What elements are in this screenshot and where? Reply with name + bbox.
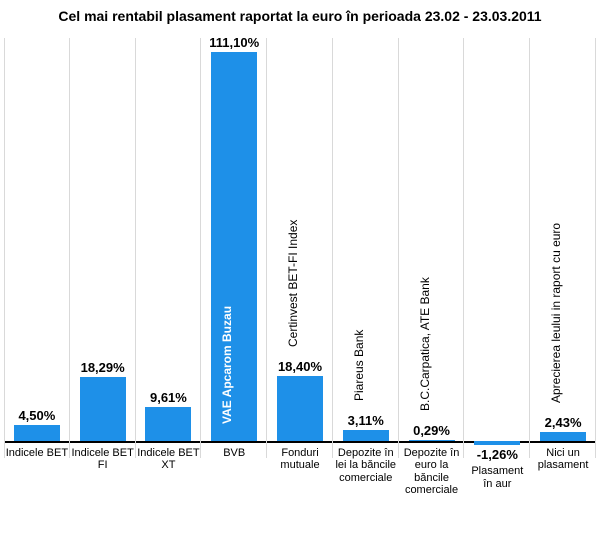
series-label: Aprecierea leului in raport cu euro	[549, 223, 563, 403]
x-axis-label: Depozite în lei la băncile comerciale	[333, 447, 399, 485]
bar	[474, 441, 520, 445]
chart-column: 3,11%Depozite în lei la băncile comercia…	[333, 38, 399, 458]
x-axis-label: Indicele BET XT	[136, 447, 202, 472]
series-label: B.C.Carpatica, ATE Bank	[418, 277, 432, 411]
value-label: 2,43%	[530, 415, 596, 430]
column-divider	[595, 38, 596, 458]
value-label: 18,40%	[267, 359, 333, 374]
bar	[277, 376, 323, 440]
x-axis-label: Indicele BET	[4, 447, 70, 460]
bar	[14, 425, 60, 441]
chart-column: 2,43%Nici un plasamentAprecierea leului …	[530, 38, 596, 458]
x-axis-label: BVB	[201, 447, 267, 460]
series-label: VAE Apcarom Buzau	[220, 305, 234, 423]
chart-column: 4,50% Indicele BET	[4, 38, 70, 458]
x-axis-label: Nici un plasament	[530, 447, 596, 472]
value-label: 0,29%	[399, 423, 465, 438]
chart-column: 0,29%Depozite în euro la băncile comerci…	[399, 38, 465, 458]
chart-plot: 4,50% Indicele BET18,29%Indicele BET FI9,…	[4, 38, 596, 458]
chart-column: 9,61%Indicele BET XT	[136, 38, 202, 458]
chart-column: 111,10% BVB VAE Apcarom Buzau	[201, 38, 267, 458]
x-axis-label: Depozite în euro la băncile comerciale	[399, 447, 465, 498]
bar	[409, 440, 455, 441]
bar	[343, 430, 389, 441]
x-axis-label: Fonduri mutuale	[267, 447, 333, 472]
value-label: 3,11%	[333, 413, 399, 428]
bar	[145, 407, 191, 441]
series-label: Piareus Bank	[352, 329, 366, 400]
series-label: Certinvest BET-FI Index	[286, 220, 300, 347]
chart-column: 18,40%Fonduri mutualeCertinvest BET-FI I…	[267, 38, 333, 458]
chart-area: 4,50%Indicele BET18,29%Indicele BET FI9,…	[0, 28, 600, 538]
chart-column: -1,26%Plasament în aur	[464, 38, 530, 458]
value-label: 4,50%	[4, 408, 70, 423]
chart-title: Cel mai rentabil plasament raportat la e…	[0, 0, 600, 28]
x-axis-label: Indicele BET FI	[70, 447, 136, 472]
value-label: -1,26%	[464, 447, 530, 462]
chart-column: 18,29%Indicele BET FI	[70, 38, 136, 458]
bar	[80, 377, 126, 441]
value-label: 18,29%	[70, 360, 136, 375]
bar	[540, 432, 586, 441]
value-label: 111,10%	[201, 35, 267, 50]
x-axis-label: Plasament în aur	[464, 465, 530, 490]
value-label: 9,61%	[136, 390, 202, 405]
bar	[211, 52, 257, 441]
